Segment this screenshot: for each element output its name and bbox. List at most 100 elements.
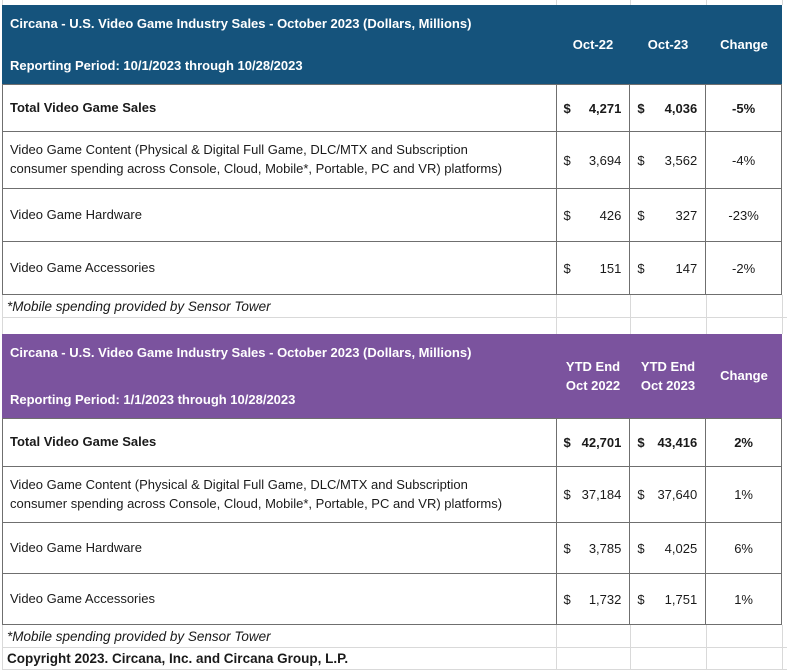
table-row-hardware: Video Game Hardware $ 426 $ 327 -23% (2, 189, 782, 242)
amount-value: 4,036 (664, 100, 698, 116)
change-value: 1% (705, 574, 781, 624)
amount-cell: $ 4,025 (629, 523, 705, 573)
strip-cell (2, 0, 556, 5)
table-row-content: Video Game Content (Physical & Digital F… (2, 132, 782, 189)
row-label: Video Game Accessories (10, 590, 155, 606)
grid-cell (706, 625, 782, 647)
strip-cell (630, 0, 706, 5)
ytd-title-block: Circana - U.S. Video Game Industry Sales… (2, 334, 556, 418)
amount-cell: $ 4,271 (555, 85, 630, 131)
amount-cell: $ 3,785 (555, 523, 630, 573)
grid-cell (782, 295, 787, 317)
grid-cell (630, 648, 706, 669)
ytd-table-title: Circana - U.S. Video Game Industry Sales… (10, 345, 472, 360)
copyright-text: Copyright 2023. Circana, Inc. and Circan… (2, 648, 556, 669)
grid-cell (556, 318, 630, 334)
grid-cell (782, 648, 787, 669)
grid-cell (556, 295, 630, 317)
change-value: 2% (705, 419, 781, 466)
col-header-oct-23: Oct-23 (647, 36, 689, 52)
row-label: Total Video Game Sales (10, 99, 157, 115)
currency-symbol: $ (637, 260, 645, 276)
change-value: -23% (705, 189, 781, 241)
currency-symbol: $ (637, 207, 645, 223)
grid-cell (706, 648, 782, 669)
amount-cell: $ 147 (629, 242, 705, 294)
strip-cell (556, 0, 630, 5)
amount-value: 37,184 (581, 487, 622, 502)
currency-symbol: $ (637, 591, 645, 607)
copyright-row: Copyright 2023. Circana, Inc. and Circan… (2, 648, 787, 670)
amount-cell: $ 1,751 (629, 574, 705, 624)
currency-symbol: $ (637, 487, 645, 502)
grid-cell (782, 625, 787, 647)
amount-cell: $ 327 (629, 189, 705, 241)
currency-symbol: $ (563, 487, 571, 502)
monthly-title-block: Circana - U.S. Video Game Industry Sales… (2, 5, 556, 84)
amount-value: 4,271 (588, 100, 622, 116)
amount-value: 43,416 (657, 435, 698, 450)
table-row-total: Total Video Game Sales $ 4,271 $ 4,036 -… (2, 84, 782, 132)
row-label: Video Game Content (Physical & Digital F… (10, 142, 503, 176)
monthly-reporting-period: Reporting Period: 10/1/2023 through 10/2… (10, 58, 303, 74)
currency-symbol: $ (637, 152, 645, 168)
col-header-change: Change (720, 368, 768, 384)
amount-value: 151 (599, 260, 622, 276)
change-value: -4% (705, 132, 781, 188)
monthly-table-title: Circana - U.S. Video Game Industry Sales… (10, 16, 472, 31)
table-row-accessories: Video Game Accessories $ 1,732 $ 1,751 1… (2, 574, 782, 625)
currency-symbol: $ (563, 540, 571, 556)
amount-cell: $ 151 (555, 242, 630, 294)
grid-cell (706, 295, 782, 317)
ytd-table-header: Circana - U.S. Video Game Industry Sales… (2, 334, 782, 418)
amount-value: 426 (599, 207, 622, 223)
change-value: 1% (705, 467, 781, 522)
grid-cell (706, 318, 782, 334)
grid-cell (630, 625, 706, 647)
row-label: Video Game Accessories (10, 259, 155, 275)
monthly-sales-table: Circana - U.S. Video Game Industry Sales… (2, 5, 787, 334)
grid-cell (630, 295, 706, 317)
amount-value: 1,732 (588, 591, 622, 607)
change-value: -2% (705, 242, 781, 294)
strip-cell (782, 0, 787, 5)
currency-symbol: $ (563, 207, 571, 223)
table-row-content: Video Game Content (Physical & Digital F… (2, 467, 782, 523)
amount-value: 147 (675, 260, 698, 276)
amount-cell: $ 42,701 (555, 419, 630, 466)
amount-value: 1,751 (664, 591, 698, 607)
strip-cell (706, 0, 782, 5)
row-label: Video Game Hardware (10, 539, 142, 555)
grid-cell (556, 625, 630, 647)
amount-cell: $ 1,732 (555, 574, 630, 624)
amount-value: 42,701 (581, 435, 622, 450)
change-value: 6% (705, 523, 781, 573)
grid-cell (630, 318, 706, 334)
row-label: Total Video Game Sales (10, 434, 157, 450)
amount-value: 3,785 (588, 540, 622, 556)
footnote-text: *Mobile spending provided by Sensor Towe… (2, 625, 556, 647)
amount-value: 3,562 (664, 152, 698, 168)
footnote-text: *Mobile spending provided by Sensor Towe… (2, 295, 556, 317)
currency-symbol: $ (563, 260, 571, 276)
currency-symbol: $ (563, 591, 571, 607)
amount-value: 3,694 (588, 152, 622, 168)
grid-cell (782, 318, 787, 334)
row-label: Video Game Hardware (10, 206, 142, 222)
amount-value: 327 (675, 207, 698, 223)
footnote-row: *Mobile spending provided by Sensor Towe… (2, 295, 787, 318)
currency-symbol: $ (637, 435, 645, 450)
grid-cell (556, 648, 630, 669)
row-label: Video Game Content (Physical & Digital F… (10, 476, 503, 511)
amount-cell: $ 3,562 (629, 132, 705, 188)
amount-value: 37,640 (657, 487, 698, 502)
ytd-sales-table: Circana - U.S. Video Game Industry Sales… (2, 334, 787, 670)
amount-cell: $ 37,184 (555, 467, 630, 522)
currency-symbol: $ (563, 100, 571, 116)
currency-symbol: $ (563, 435, 571, 450)
monthly-table-header: Circana - U.S. Video Game Industry Sales… (2, 5, 782, 84)
col-header-ytd-2022: YTD End Oct 2022 (565, 358, 621, 394)
table-row-hardware: Video Game Hardware $ 3,785 $ 4,025 6% (2, 523, 782, 574)
currency-symbol: $ (637, 540, 645, 556)
